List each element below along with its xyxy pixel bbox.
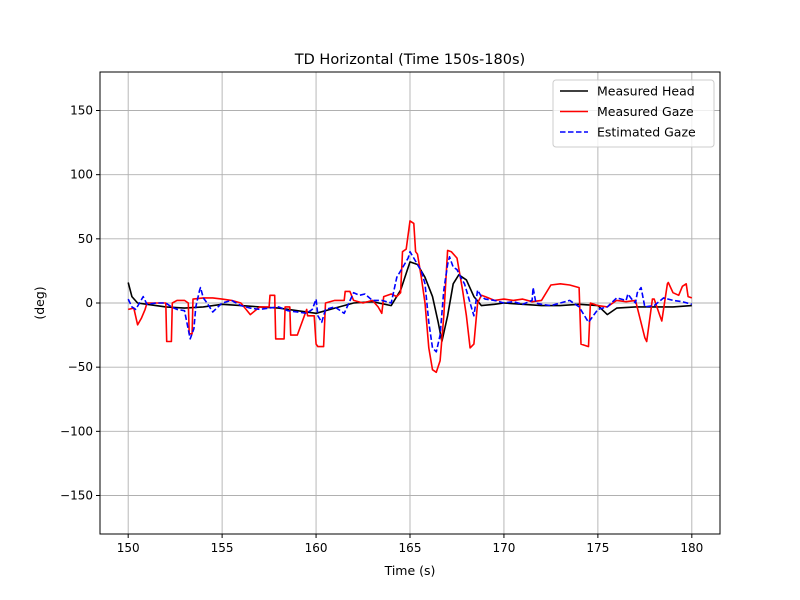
- y-tick-label: 0: [85, 296, 93, 310]
- x-tick-label: 160: [305, 541, 328, 555]
- legend-label: Estimated Gaze: [597, 125, 696, 140]
- y-axis-label: (deg): [32, 286, 47, 319]
- y-tick-label: 100: [70, 168, 93, 182]
- x-tick-label: 175: [586, 541, 609, 555]
- chart-title: TD Horizontal (Time 150s-180s): [294, 52, 525, 68]
- legend-label: Measured Head: [597, 84, 695, 99]
- y-tick-label: −50: [68, 360, 93, 374]
- y-tick-label: 150: [70, 104, 93, 118]
- x-tick-label: 180: [680, 541, 703, 555]
- x-tick-label: 155: [211, 541, 234, 555]
- series-line-measured-gaze: [128, 220, 693, 374]
- x-tick-label: 150: [117, 541, 140, 555]
- plot-area: [127, 220, 693, 374]
- legend-box: [552, 79, 715, 148]
- x-axis-ticks: 150 155 160 165 170 175 180: [117, 534, 703, 555]
- series-lines: [127, 220, 693, 374]
- y-tick-label: −100: [60, 424, 93, 438]
- legend-label: Measured Gaze: [597, 104, 694, 119]
- legend: Measured Head Measured Gaze Estimated Gaze: [552, 79, 715, 148]
- y-tick-label: 50: [78, 232, 93, 246]
- x-tick-label: 170: [492, 541, 515, 555]
- y-tick-label: −150: [60, 489, 93, 503]
- series-line-estimated-gaze: [127, 250, 693, 353]
- x-tick-label: 165: [399, 541, 422, 555]
- y-axis-ticks: −150 −100 −50 0 50 100 150: [60, 104, 100, 503]
- x-axis-label: Time (s): [384, 563, 436, 578]
